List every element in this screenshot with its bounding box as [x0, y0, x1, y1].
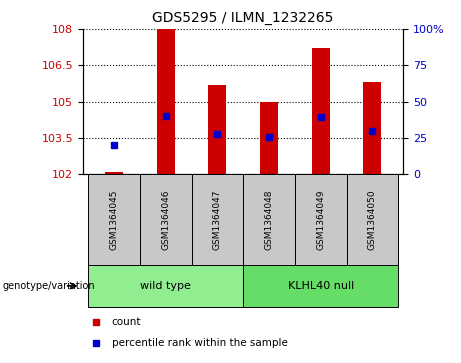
Bar	[295, 174, 347, 265]
Text: count: count	[112, 317, 142, 327]
Text: GSM1364047: GSM1364047	[213, 189, 222, 250]
Bar	[88, 174, 140, 265]
Bar	[208, 85, 226, 174]
Text: GSM1364048: GSM1364048	[265, 189, 273, 250]
Bar	[88, 265, 243, 307]
Bar	[157, 29, 175, 174]
Title: GDS5295 / ILMN_1232265: GDS5295 / ILMN_1232265	[153, 11, 334, 25]
Text: percentile rank within the sample: percentile rank within the sample	[112, 338, 288, 347]
Bar	[105, 172, 123, 174]
Bar	[363, 82, 381, 174]
Text: wild type: wild type	[140, 281, 191, 291]
Bar	[191, 174, 243, 265]
Bar	[260, 102, 278, 174]
Bar	[347, 174, 398, 265]
Text: GSM1364049: GSM1364049	[316, 189, 325, 250]
Text: GSM1364046: GSM1364046	[161, 189, 170, 250]
Text: GSM1364050: GSM1364050	[368, 189, 377, 250]
Bar	[140, 174, 191, 265]
Text: GSM1364045: GSM1364045	[109, 189, 118, 250]
Bar	[312, 48, 330, 174]
Bar	[243, 265, 398, 307]
Text: genotype/variation: genotype/variation	[2, 281, 95, 291]
Bar	[243, 174, 295, 265]
Text: KLHL40 null: KLHL40 null	[288, 281, 354, 291]
